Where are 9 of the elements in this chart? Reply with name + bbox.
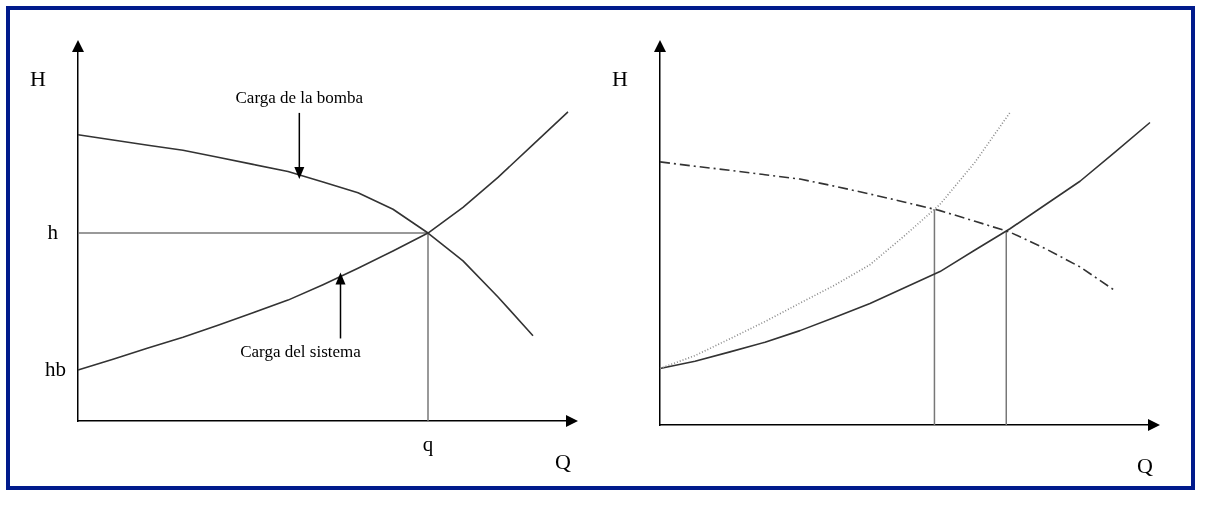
annotation: Carga de la bomba: [235, 88, 364, 108]
annotation: Carga del sistema: [240, 341, 362, 361]
text: q: [422, 431, 434, 456]
ref-line-label: h: [47, 219, 59, 244]
y-axis-title: H: [30, 65, 47, 91]
x-axis-title: Q: [1137, 452, 1154, 478]
x-axis-title: Q: [555, 448, 572, 474]
y-axis-title: H: [612, 65, 629, 91]
text: hb: [45, 356, 66, 381]
